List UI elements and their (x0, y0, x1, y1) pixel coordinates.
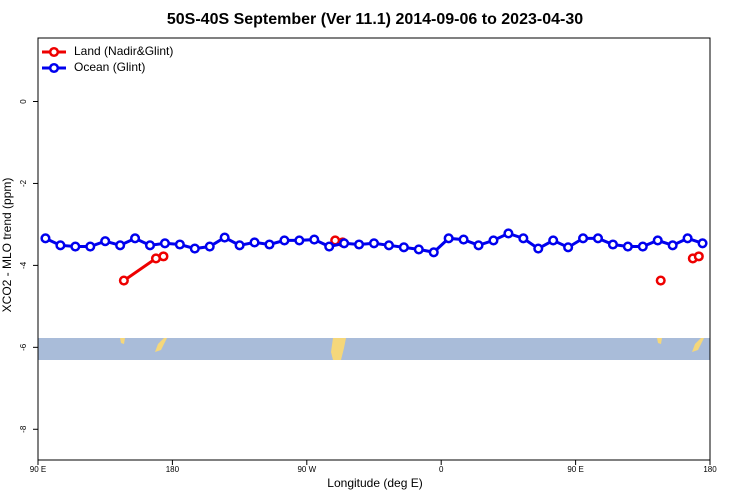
y-tick-label: -8 (19, 425, 28, 433)
data-point (413, 244, 424, 255)
data-point (398, 242, 409, 253)
chart-title: 50S-40S September (Ver 11.1) 2014-09-06 … (167, 11, 583, 28)
series (40, 228, 708, 258)
data-point (234, 240, 245, 251)
data-point (130, 233, 141, 244)
x-axis-label: Longitude (deg E) (327, 476, 422, 490)
land-patch (155, 338, 167, 352)
data-point (682, 233, 693, 244)
land-patch (331, 338, 346, 360)
data-point (324, 241, 335, 252)
plot-frame (37, 37, 711, 461)
data-point (368, 238, 380, 249)
data-point (655, 275, 666, 286)
data-point (174, 239, 185, 250)
land-patch (120, 338, 125, 344)
data-point (55, 240, 66, 251)
data-point (354, 239, 365, 250)
data-point (264, 239, 275, 250)
data-point (548, 235, 559, 246)
data-point (309, 234, 320, 245)
data-point (578, 233, 589, 244)
data-point (144, 240, 156, 251)
data-point (40, 233, 51, 244)
land-patch (657, 338, 662, 344)
y-tick-label: -6 (19, 343, 28, 351)
data-point (622, 241, 633, 252)
data-point (249, 237, 260, 248)
data-point (159, 238, 170, 249)
data-point (637, 241, 648, 252)
x-tick-label: 0 (439, 465, 444, 474)
x-tick-label: 180 (703, 465, 717, 474)
data-point (488, 235, 499, 246)
data-point (279, 235, 290, 246)
data-point (503, 228, 514, 239)
ocean-band (38, 338, 710, 360)
data-point (100, 236, 111, 247)
data-point (458, 234, 469, 245)
y-tick-label: 0 (19, 99, 28, 104)
legend: Land (Nadir&Glint) Ocean (Glint) (42, 44, 173, 74)
legend-marker (48, 46, 60, 58)
series (118, 235, 704, 286)
data-point (339, 238, 350, 249)
map-strip (38, 338, 710, 360)
data-point (607, 239, 618, 250)
x-tick-label: 180 (166, 465, 180, 474)
data-point (697, 238, 708, 249)
data-point (667, 240, 678, 251)
data-point (428, 247, 439, 258)
legend-marker (48, 62, 60, 74)
data-point (518, 233, 529, 244)
data-point (294, 235, 305, 246)
data-point (118, 275, 129, 286)
data-point (443, 233, 454, 244)
y-tick-label: -4 (19, 261, 28, 269)
data-point (652, 235, 663, 246)
y-tick-label: -2 (19, 179, 28, 187)
data-point (70, 241, 81, 252)
data-point (85, 241, 96, 252)
data-point (563, 242, 574, 253)
data-point (693, 251, 704, 262)
data-point (473, 240, 484, 251)
data-point (158, 251, 169, 262)
data-point (115, 240, 126, 251)
data-point (383, 240, 394, 251)
data-point (204, 241, 215, 252)
x-tick-label: 90 E (567, 465, 583, 474)
y-axis-label: XCO2 - MLO trend (ppm) (0, 178, 14, 313)
x-tick-label: 90 W (297, 465, 316, 474)
x-tick-label: 90 E (30, 465, 46, 474)
legend-label: Land (Nadir&Glint) (74, 44, 173, 58)
data-point (189, 243, 200, 254)
data-point (533, 243, 544, 254)
data-point (592, 233, 604, 244)
land-patch (692, 338, 704, 352)
data-point (219, 232, 230, 243)
legend-label: Ocean (Glint) (74, 60, 145, 74)
